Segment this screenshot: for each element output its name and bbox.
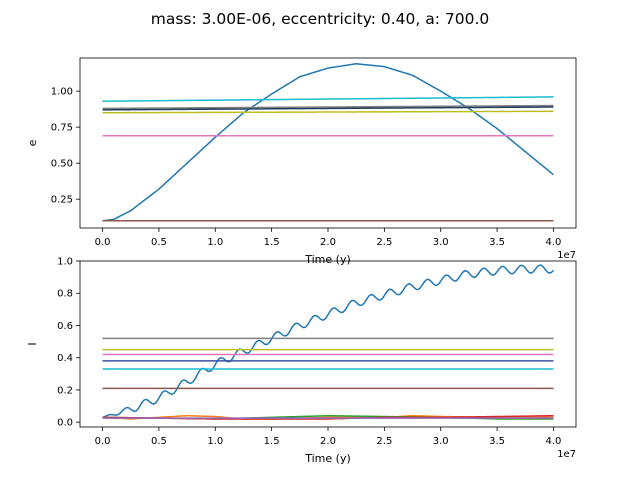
y-tick-label: 0.50	[51, 159, 73, 170]
x-axis-label: Time (y)	[304, 253, 351, 266]
x-tick-label: 3.0	[433, 436, 449, 447]
x-tick-label: 4.0	[546, 237, 562, 248]
series-group	[102, 63, 554, 222]
x-tick-label: 2.5	[376, 436, 392, 447]
figure-suptitle: mass: 3.00E-06, eccentricity: 0.40, a: 7…	[151, 10, 490, 28]
y-tick-label: 1.00	[51, 87, 73, 98]
x-tick-label: 3.0	[433, 237, 449, 248]
x-axis-label: Time (y)	[304, 452, 351, 465]
x-offset-label: 1e7	[557, 449, 576, 460]
y-tick-label: 1.0	[57, 257, 73, 268]
y-tick-label: 0.8	[57, 289, 73, 300]
x-tick-label: 0.5	[151, 436, 167, 447]
top-axes-e: 0.0 0.5 1.0 1.5 2.0 2.5 3.0 3.5 4.0 0.25 0.50 0.75 1…	[26, 57, 577, 266]
series-line-0	[102, 264, 555, 419]
x-tick-label: 4.0	[546, 436, 562, 447]
y-tick-label: 0.25	[51, 195, 73, 206]
x-tick-label: 2.0	[320, 237, 336, 248]
x-tick-label: 1.5	[264, 237, 280, 248]
series-line-10	[102, 106, 554, 111]
x-tick-label: 0.0	[95, 436, 111, 447]
y-axis-label: e	[26, 139, 39, 146]
x-tick-label: 2.5	[376, 237, 392, 248]
bottom-axes-i: 0.0 0.5 1.0 1.5 2.0 2.5 3.0 3.5 4.0 0.0 0.2 0.4 0.6 0…	[26, 257, 577, 465]
series-group	[102, 264, 555, 420]
x-tick-label: 1.0	[207, 237, 223, 248]
x-tick-label: 0.0	[95, 237, 111, 248]
x-tick-label: 3.5	[489, 436, 505, 447]
y-tick-label: 0.0	[57, 418, 73, 429]
x-offset-label: 1e7	[557, 250, 576, 261]
y-tick-label: 0.4	[57, 353, 73, 364]
y-tick-label: 0.75	[51, 123, 73, 134]
series-line-0	[102, 63, 554, 222]
x-tick-label: 2.0	[320, 436, 336, 447]
y-tick-label: 0.6	[57, 321, 73, 332]
y-axis-label: I	[26, 342, 39, 345]
x-tick-label: 1.5	[264, 436, 280, 447]
series-line-7	[102, 104, 554, 110]
series-line-8	[102, 110, 554, 114]
x-tick-label: 1.0	[207, 436, 223, 447]
x-tick-label: 3.5	[489, 237, 505, 248]
x-tick-label: 0.5	[151, 237, 167, 248]
y-tick-label: 0.2	[57, 385, 73, 396]
series-line-9	[102, 96, 554, 102]
